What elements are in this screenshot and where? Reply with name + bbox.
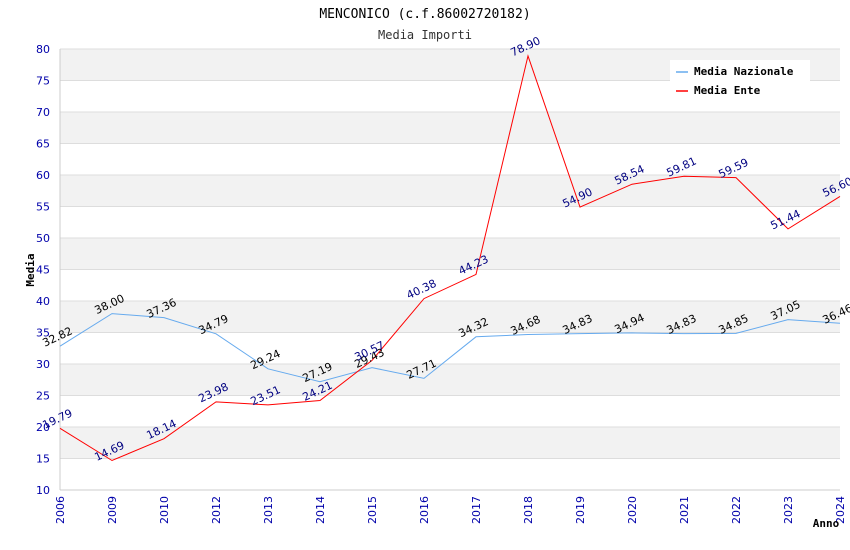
chart-subtitle: Media Importi <box>378 28 472 42</box>
y-tick-label: 75 <box>36 75 50 88</box>
x-tick-label: 2015 <box>366 496 379 524</box>
x-tick-label: 2013 <box>262 496 275 524</box>
y-tick-label: 45 <box>36 264 50 277</box>
grid-band <box>60 364 840 396</box>
grid-band <box>60 175 840 207</box>
y-tick-label: 35 <box>36 327 50 340</box>
x-tick-label: 2009 <box>106 496 119 524</box>
y-tick-label: 65 <box>36 138 50 151</box>
y-tick-label: 30 <box>36 358 50 371</box>
y-tick-label: 70 <box>36 106 50 119</box>
x-tick-label: 2014 <box>314 496 327 524</box>
data-label-ente: 40.38 <box>404 277 438 302</box>
y-axis-label: Media <box>24 253 37 286</box>
series-line-ente <box>59 54 841 462</box>
y-tick-label: 25 <box>36 390 50 403</box>
y-tick-label: 40 <box>36 295 50 308</box>
grid-bands <box>60 49 840 459</box>
legend: Media Nazionale Media Ente <box>670 60 810 102</box>
x-tick-label: 2019 <box>574 496 587 524</box>
y-tick-label: 50 <box>36 232 50 245</box>
y-tick-label: 10 <box>36 484 50 497</box>
grid-band <box>60 112 840 144</box>
x-tick-label: 2006 <box>54 496 67 524</box>
data-label-ente: 51.44 <box>768 207 802 232</box>
legend-box <box>670 60 810 102</box>
axes <box>59 49 840 491</box>
x-tick-label: 2012 <box>210 496 223 524</box>
grid-band <box>60 301 840 333</box>
legend-label-ente: Media Ente <box>694 84 761 97</box>
grid-band <box>60 238 840 270</box>
grid-band <box>60 427 840 459</box>
x-tick-label: 2020 <box>626 496 639 524</box>
y-tick-label: 55 <box>36 201 50 214</box>
legend-label-nazionale: Media Nazionale <box>694 65 794 78</box>
y-tick-label: 60 <box>36 169 50 182</box>
x-tick-labels: 2006 2009 2010 2012 2013 2014 2015 2016 2017 2018… <box>54 496 847 524</box>
chart-title: MENCONICO (c.f.86002720182) <box>319 7 530 22</box>
y-tick-label: 80 <box>36 43 50 56</box>
series-lines <box>59 54 841 462</box>
x-tick-label: 2018 <box>522 496 535 524</box>
x-tick-label: 2016 <box>418 496 431 524</box>
y-tick-label: 20 <box>36 421 50 434</box>
x-tick-label: 2010 <box>158 496 171 524</box>
y-tick-label: 15 <box>36 453 50 466</box>
x-tick-label: 2021 <box>678 496 691 524</box>
x-tick-label: 2024 <box>834 496 847 524</box>
series-line-nazionale <box>59 313 841 383</box>
x-tick-label: 2017 <box>470 496 483 524</box>
x-tick-label: 2022 <box>730 496 743 524</box>
x-axis-label: Anno <box>813 517 840 530</box>
x-tick-label: 2023 <box>782 496 795 524</box>
y-tick-labels: 10 15 20 25 30 35 40 45 50 55 60 65 70 75 80 <box>36 43 50 497</box>
